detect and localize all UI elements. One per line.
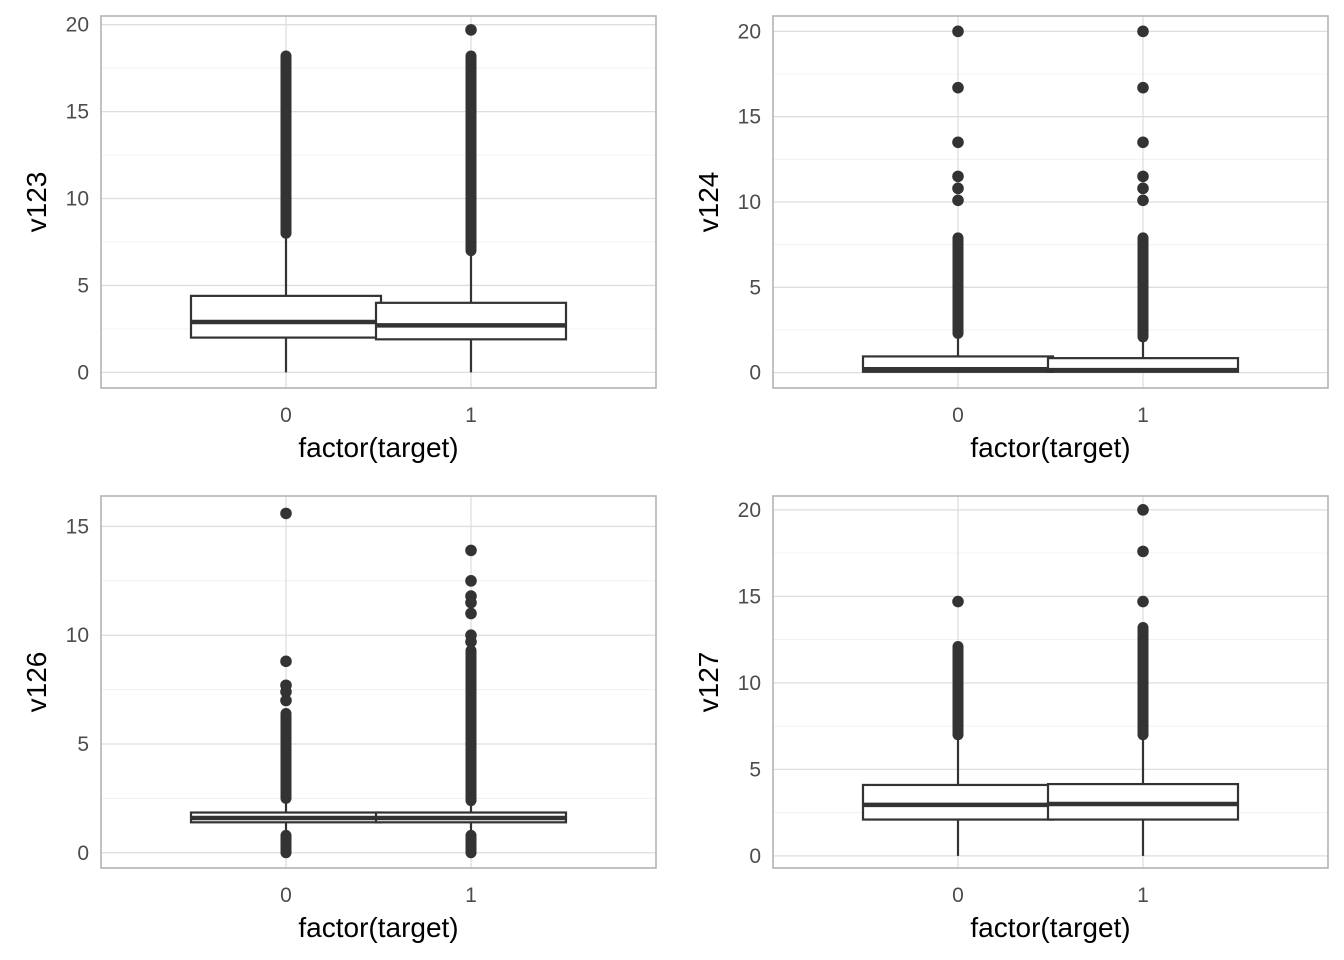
outlier-point [465,575,477,587]
outlier-point [1137,182,1149,195]
outlier-cluster [280,50,292,239]
outlier-cluster [1137,232,1149,343]
y-tick-label: 5 [749,276,761,299]
outlier-point [1137,595,1149,608]
outlier-cluster [1137,621,1149,741]
x-tick-label: 1 [465,404,477,427]
box-iqr [861,783,1055,821]
chart-panel-0: 0 5 10 15 20 0 1 factor(target) v123 [21,14,657,463]
panel-border [772,495,1329,869]
y-tick-label: 20 [66,14,89,37]
outlier-cluster [952,641,964,741]
chart-panel-2: 0 5 10 15 0 1 factor(target) v126 [21,495,657,943]
x-axis-title: factor(target) [298,432,458,463]
x-tick-label: 1 [1137,884,1149,907]
y-tick-label: 5 [77,733,89,756]
outlier-point [280,655,292,668]
outlier-cluster [280,708,292,804]
x-axis-title: factor(target) [298,912,458,943]
box-group-1 [374,24,568,373]
outlier-point [1137,504,1149,516]
x-tick-label: 1 [1137,404,1149,427]
outlier-point [1137,81,1149,94]
chart-panel-3: 0 5 10 15 20 0 1 factor(target) v127 [693,495,1329,943]
x-axis-title: factor(target) [970,912,1130,943]
box-group-1 [1046,504,1240,856]
outlier-cluster [280,829,292,859]
outlier-point [1137,170,1149,183]
y-axis-title: v127 [693,652,724,713]
outlier-point [1137,136,1149,149]
y-tick-label: 10 [738,672,761,695]
y-axis-title: v124 [693,172,724,233]
y-tick-label: 0 [77,361,89,384]
y-tick-label: 20 [738,20,761,43]
outlier-point [465,629,477,642]
x-axis-title: factor(target) [970,432,1130,463]
y-axis-title: v123 [21,172,52,233]
panel-border [772,15,1329,389]
panel-border [100,495,657,869]
box-group-0 [189,507,383,859]
y-axis-title: v126 [21,652,52,713]
x-tick-label: 0 [952,404,964,427]
y-tick-label: 5 [749,758,761,781]
outlier-point [1137,25,1149,38]
outlier-point [465,607,477,620]
outlier-cluster [465,644,477,807]
outlier-cluster [465,829,477,859]
outlier-point [952,182,964,195]
chart-panel-1: 0 5 10 15 20 0 1 factor(target) v124 [693,15,1329,463]
y-tick-label: 15 [738,585,761,608]
y-tick-label: 15 [738,106,761,129]
outlier-point [280,507,292,520]
outlier-point [465,590,477,602]
y-tick-label: 10 [66,624,89,647]
outlier-point [952,170,964,183]
x-tick-label: 1 [465,884,477,907]
box-iqr [374,301,568,341]
outlier-cluster [952,232,964,339]
x-tick-label: 0 [952,884,964,907]
outlier-point [952,81,964,94]
y-tick-label: 10 [738,191,761,214]
outlier-point [1137,194,1149,207]
outlier-point [465,544,477,557]
y-tick-label: 20 [738,499,761,522]
box-iqr [189,294,383,339]
outlier-cluster [465,50,477,257]
y-tick-label: 15 [66,101,89,124]
box-group-0 [189,50,383,373]
outlier-point [952,595,964,608]
y-tick-label: 10 [66,188,89,211]
box-group-1 [374,544,568,859]
panel-border [100,15,657,389]
box-group-0 [861,25,1055,373]
outlier-point [280,679,292,692]
y-tick-label: 15 [66,515,89,538]
y-tick-label: 0 [749,845,761,868]
y-tick-label: 0 [749,362,761,385]
outlier-point [952,194,964,207]
outlier-point [952,136,964,149]
outlier-point [280,694,292,707]
y-tick-label: 0 [77,842,89,865]
box-group-1 [1046,25,1240,373]
outlier-point [1137,545,1149,558]
outlier-point [465,24,477,36]
y-tick-label: 5 [77,274,89,297]
x-tick-label: 0 [280,404,292,427]
outlier-point [952,25,964,38]
x-tick-label: 0 [280,884,292,907]
box-group-0 [861,595,1055,856]
